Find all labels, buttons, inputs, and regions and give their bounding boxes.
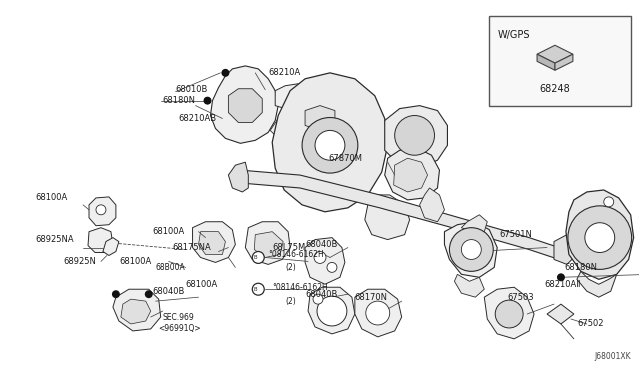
Text: 68925N: 68925N <box>63 257 96 266</box>
Text: B: B <box>253 255 257 260</box>
Polygon shape <box>547 304 574 324</box>
Text: 68170N: 68170N <box>355 293 388 302</box>
Text: 68100A: 68100A <box>119 257 151 266</box>
Circle shape <box>96 205 106 215</box>
Polygon shape <box>577 271 617 297</box>
Polygon shape <box>566 190 634 279</box>
Circle shape <box>112 290 120 298</box>
Polygon shape <box>444 222 497 277</box>
Polygon shape <box>272 73 388 212</box>
Polygon shape <box>305 106 335 131</box>
Polygon shape <box>254 232 283 257</box>
Text: 68100A: 68100A <box>35 193 67 202</box>
Text: 68L75M: 68L75M <box>272 243 305 252</box>
Text: 68925NA: 68925NA <box>35 235 74 244</box>
Text: 68210A: 68210A <box>268 68 300 77</box>
Polygon shape <box>394 158 428 192</box>
Text: J68001XK: J68001XK <box>594 352 630 361</box>
Circle shape <box>395 116 435 155</box>
Circle shape <box>302 118 358 173</box>
Polygon shape <box>461 215 487 232</box>
Polygon shape <box>245 222 290 264</box>
Text: 68248: 68248 <box>540 84 570 94</box>
Polygon shape <box>275 84 315 110</box>
Polygon shape <box>537 45 573 63</box>
Text: °08146-6162H: °08146-6162H <box>268 250 324 259</box>
Circle shape <box>604 197 614 207</box>
Polygon shape <box>355 289 402 337</box>
Polygon shape <box>305 238 345 284</box>
Text: 68040B: 68040B <box>305 290 337 299</box>
Text: (2): (2) <box>285 296 296 306</box>
Circle shape <box>221 69 229 77</box>
Text: 68100A: 68100A <box>186 280 218 289</box>
Polygon shape <box>300 81 350 104</box>
Circle shape <box>568 206 632 269</box>
Text: W/GPS: W/GPS <box>497 30 530 40</box>
Circle shape <box>495 300 523 328</box>
Text: 67502: 67502 <box>577 320 604 328</box>
Text: B: B <box>253 287 257 292</box>
Polygon shape <box>420 188 444 222</box>
FancyBboxPatch shape <box>489 16 630 106</box>
Text: 68010B: 68010B <box>175 85 208 94</box>
Text: 68B00A: 68B00A <box>156 263 186 272</box>
Text: 68040B: 68040B <box>305 240 337 249</box>
Polygon shape <box>385 148 440 200</box>
Polygon shape <box>228 89 262 122</box>
Polygon shape <box>121 299 151 324</box>
Polygon shape <box>537 54 555 70</box>
Polygon shape <box>193 222 236 262</box>
Text: °08146-6162H: °08146-6162H <box>272 283 328 292</box>
Circle shape <box>222 69 229 76</box>
Circle shape <box>204 97 211 105</box>
Circle shape <box>314 251 326 263</box>
Text: 68040B: 68040B <box>153 287 185 296</box>
Text: SEC.969: SEC.969 <box>163 312 195 321</box>
Text: 68180N: 68180N <box>564 263 597 272</box>
Text: 68180N: 68180N <box>163 96 196 105</box>
Polygon shape <box>308 287 355 334</box>
Circle shape <box>366 301 390 325</box>
Text: <96991Q>: <96991Q> <box>159 324 202 333</box>
Polygon shape <box>198 232 225 254</box>
Polygon shape <box>554 235 574 264</box>
Text: 67501N: 67501N <box>499 230 532 239</box>
Polygon shape <box>228 162 248 192</box>
Circle shape <box>317 296 347 326</box>
Text: 68210AⅡ: 68210AⅡ <box>544 280 580 289</box>
Polygon shape <box>88 228 113 253</box>
Polygon shape <box>103 238 119 256</box>
Circle shape <box>252 283 264 295</box>
Text: 68175NA: 68175NA <box>173 243 211 252</box>
Polygon shape <box>270 116 305 142</box>
Circle shape <box>313 294 323 304</box>
Circle shape <box>145 290 153 298</box>
Polygon shape <box>454 274 484 297</box>
Polygon shape <box>385 106 447 168</box>
Text: 68210AB: 68210AB <box>179 114 217 123</box>
Circle shape <box>585 223 614 253</box>
Polygon shape <box>365 195 410 240</box>
Circle shape <box>327 262 337 272</box>
Circle shape <box>204 97 211 104</box>
Text: 67870M: 67870M <box>328 154 362 163</box>
Polygon shape <box>555 54 573 70</box>
Circle shape <box>461 240 481 259</box>
Text: (2): (2) <box>285 263 296 272</box>
Polygon shape <box>484 287 534 339</box>
Polygon shape <box>89 197 116 226</box>
Circle shape <box>449 228 493 271</box>
Circle shape <box>252 251 264 263</box>
Polygon shape <box>211 66 278 143</box>
Circle shape <box>315 131 345 160</box>
Polygon shape <box>113 289 161 331</box>
Polygon shape <box>241 170 559 259</box>
Text: 67503: 67503 <box>507 293 534 302</box>
Circle shape <box>557 273 565 281</box>
Text: 68100A: 68100A <box>153 227 185 236</box>
